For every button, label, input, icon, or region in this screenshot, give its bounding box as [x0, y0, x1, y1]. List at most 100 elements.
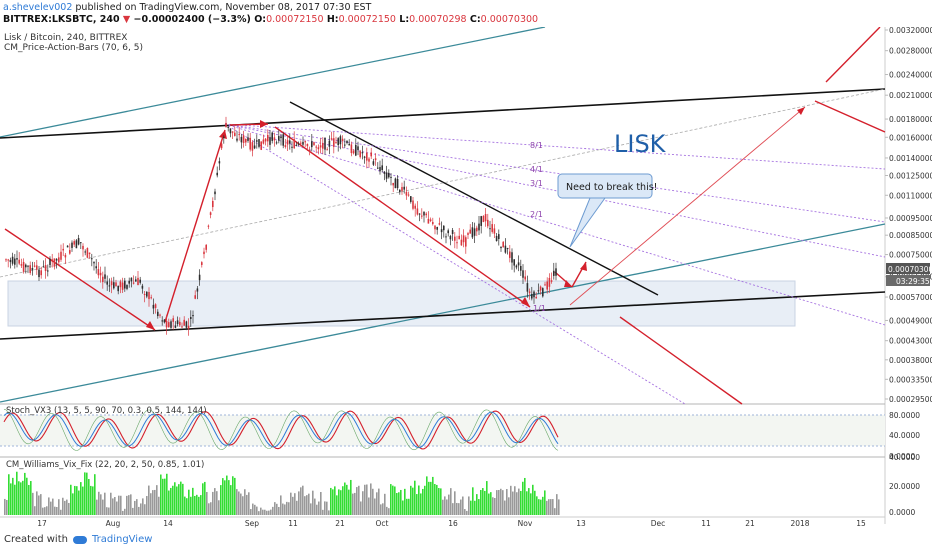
vix-bar [236, 489, 238, 515]
vix-bar [82, 486, 84, 515]
publish-line: a.shevelev002 published on TradingView.c… [3, 2, 371, 13]
stoch-signal-line [3, 408, 559, 451]
vix-bar [188, 489, 190, 515]
vix-bar [112, 498, 114, 515]
price-chart[interactable]: 8/1 4/1 3/1 2/1 1/1 LISK Need to break t… [0, 27, 932, 532]
vix-bar [208, 503, 210, 515]
candle-body [192, 315, 194, 317]
down-arrow-icon: ▼ [122, 14, 131, 25]
vix-bar [8, 474, 10, 515]
candle-body [143, 294, 146, 296]
vix-bar [510, 485, 512, 515]
vix-bar [264, 509, 266, 515]
vix-bar [274, 502, 276, 515]
candle-body [29, 265, 31, 273]
candle-body [267, 134, 269, 142]
tradingview-link[interactable]: TradingView [91, 534, 153, 545]
vix-bar [398, 492, 400, 515]
candle-body [467, 233, 469, 235]
candle-body [357, 146, 359, 151]
candle-body [9, 259, 12, 263]
vix-bar [504, 500, 506, 515]
candle-body [176, 320, 179, 325]
vix-bar [352, 493, 354, 515]
candle-body [449, 235, 452, 240]
price-axis[interactable]: 0.00320000 0.00280000 0.00240000 0.00210000… [885, 27, 932, 404]
vix-bar [436, 484, 438, 515]
author-link[interactable]: a.shevelev002 [3, 2, 73, 13]
vix-bar [46, 506, 48, 515]
candle-body [146, 291, 148, 297]
vix-bar [228, 480, 230, 515]
candle-body [440, 229, 443, 233]
fan-label-2: 2/1 [530, 210, 543, 219]
candle-body [438, 223, 441, 225]
candle-body [524, 276, 526, 280]
candle-body [110, 281, 113, 286]
vix-bar [540, 499, 542, 515]
arrow-head-3 [260, 120, 268, 128]
candle-body [286, 140, 289, 145]
candle-body [108, 285, 111, 287]
stoch-k-line [3, 410, 559, 450]
time-axis[interactable]: 17 Aug 14 Sep 11 21 Oct 16 Nov 13 Dec 11 21 2018 15 [37, 519, 866, 528]
candle-body [550, 280, 553, 282]
candle-body [493, 228, 496, 234]
time-tick: Nov [518, 519, 533, 528]
candle-body [333, 138, 335, 147]
candle-body [546, 281, 548, 290]
vix-bar [250, 509, 252, 515]
vix-bar [118, 495, 120, 515]
candle-body [154, 304, 157, 308]
candle-body [414, 205, 416, 209]
stoch-legend: Stoch_VX3 (13, 5, 5, 90, 70, 0.3, 0.5, 1… [6, 406, 207, 416]
vix-bar [424, 485, 426, 515]
candle-body [55, 258, 58, 261]
candle-body [168, 322, 170, 328]
vix-bar [484, 490, 486, 515]
vix-bar [338, 489, 340, 515]
candle-body [258, 139, 260, 147]
vix-bar [478, 499, 480, 515]
vix-bar [458, 503, 460, 515]
candle-body [533, 291, 535, 298]
vix-bar [138, 506, 140, 515]
candle-body [174, 325, 177, 328]
candle-body [542, 288, 544, 297]
vix-bar [310, 503, 312, 515]
vix-bar [234, 477, 236, 515]
vix-bar [116, 501, 118, 515]
price-tick: 0.00033500 [889, 375, 932, 384]
high-value: 0.00072150 [338, 14, 396, 25]
candle-body [555, 268, 557, 276]
vix-bar [18, 481, 20, 515]
resistance-line [0, 88, 886, 139]
candle-body [194, 295, 196, 299]
candle-body [289, 140, 291, 144]
price-tick: 0.00320000 [889, 27, 932, 35]
candle-body [341, 138, 344, 142]
arrow-head-7 [797, 107, 805, 115]
candle-body [471, 227, 474, 238]
vix-bar [544, 490, 546, 515]
vix-bar [110, 492, 112, 515]
vix-bar [390, 484, 392, 515]
candle-body [379, 167, 381, 172]
vix-bar [312, 490, 314, 515]
vix-bar [244, 489, 246, 515]
price-tick: 0.00110000 [889, 191, 932, 200]
stoch-axis: 80.0000 40.0000 0.0000 [889, 411, 920, 461]
vix-bar [64, 500, 66, 515]
candle-body [489, 228, 491, 230]
fan-label-4: 4/1 [530, 165, 543, 174]
candle-body [62, 248, 64, 251]
vix-bar [524, 477, 526, 515]
vix-legend: CM_Williams_Vix_Fix (22, 20, 2, 50, 0.85… [6, 460, 204, 470]
vix-bar [56, 506, 58, 515]
vix-bar [340, 490, 342, 515]
vix-bar [22, 480, 24, 515]
vix-bar [382, 503, 384, 515]
stoch-lines [3, 408, 559, 451]
candle-body [476, 227, 478, 232]
footer: Created with TradingView [4, 534, 152, 545]
